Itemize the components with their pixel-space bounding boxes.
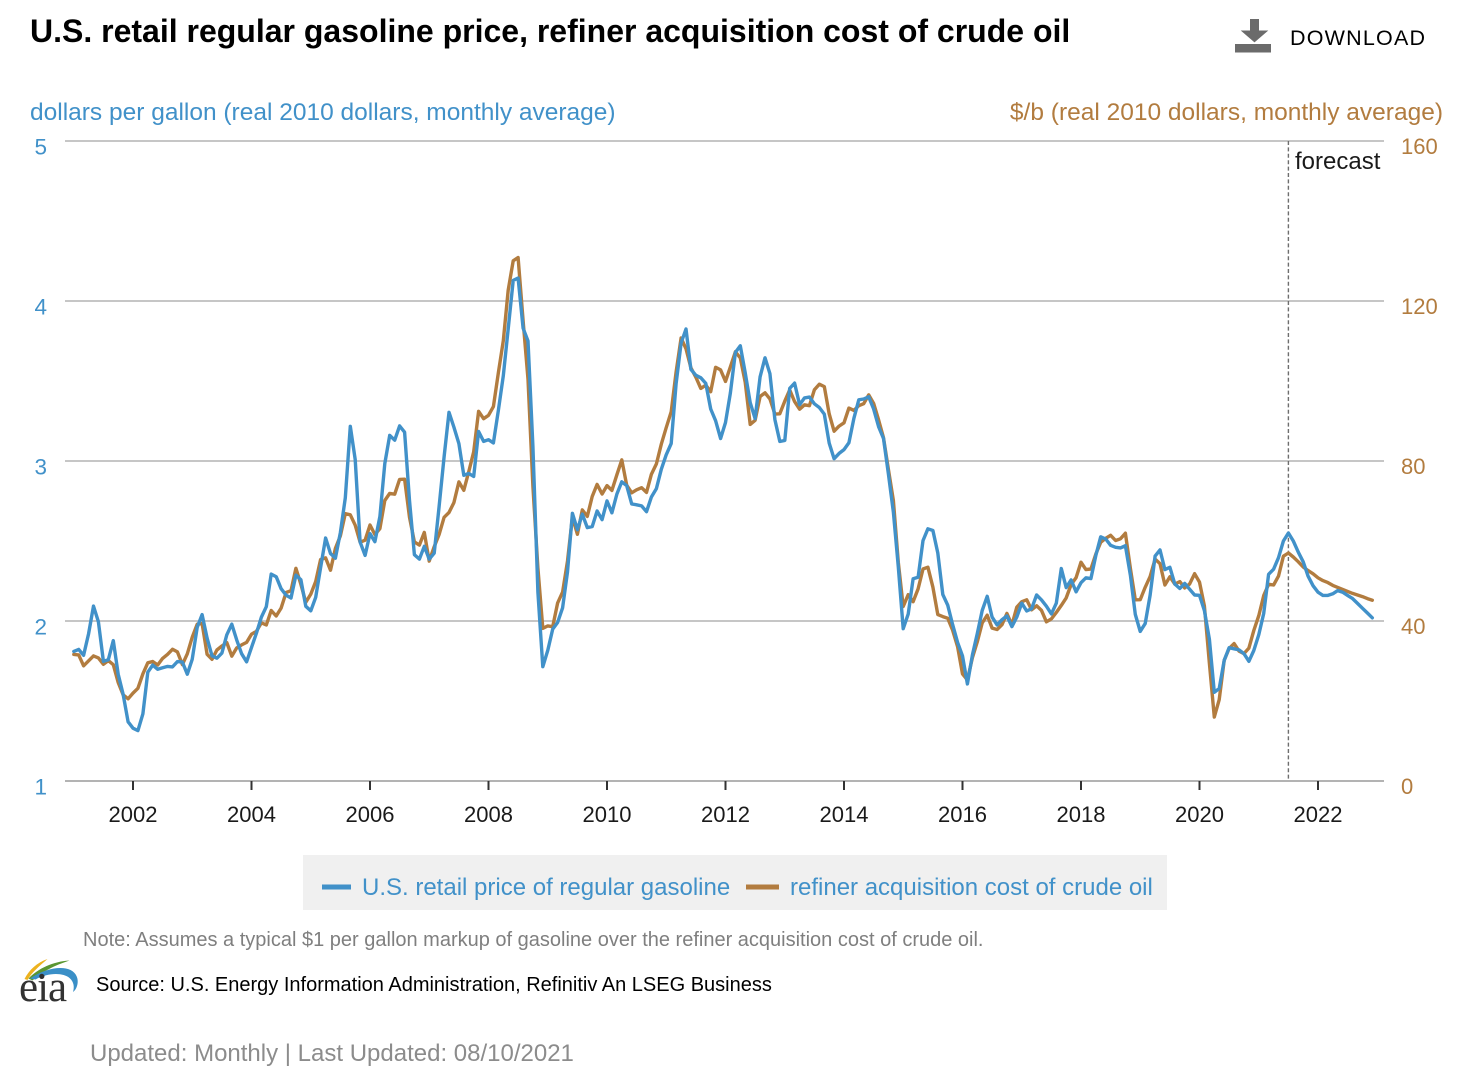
svg-text:2020: 2020 xyxy=(1175,802,1224,827)
svg-text:U.S. retail regular gasoline p: U.S. retail regular gasoline price, refi… xyxy=(30,13,1070,49)
svg-text:refiner acquisition cost of cr: refiner acquisition cost of crude oil xyxy=(790,874,1153,901)
svg-text:$/b (real 2010 dollars, monthl: $/b (real 2010 dollars, monthly average) xyxy=(1010,99,1443,126)
svg-text:dollars per gallon (real 2010: dollars per gallon (real 2010 dollars, m… xyxy=(30,99,616,126)
svg-text:4: 4 xyxy=(34,295,47,320)
svg-text:0: 0 xyxy=(1401,774,1413,799)
svg-text:DOWNLOAD: DOWNLOAD xyxy=(1290,26,1426,50)
svg-text:Source: U.S. Energy Informatio: Source: U.S. Energy Information Administ… xyxy=(96,974,772,996)
svg-text:5: 5 xyxy=(34,135,47,160)
svg-text:80: 80 xyxy=(1401,454,1425,479)
svg-text:Updated: Monthly | Last Update: Updated: Monthly | Last Updated: 08/10/2… xyxy=(90,1040,574,1067)
svg-text:2022: 2022 xyxy=(1294,802,1343,827)
svg-text:160: 160 xyxy=(1401,134,1438,159)
svg-text:2: 2 xyxy=(34,615,47,640)
svg-text:1: 1 xyxy=(34,775,47,800)
svg-text:3: 3 xyxy=(34,455,47,480)
svg-text:2012: 2012 xyxy=(701,802,750,827)
svg-text:2014: 2014 xyxy=(820,802,869,827)
svg-text:120: 120 xyxy=(1401,294,1438,319)
svg-text:2010: 2010 xyxy=(583,802,632,827)
svg-text:2008: 2008 xyxy=(464,802,513,827)
svg-text:2002: 2002 xyxy=(109,802,158,827)
svg-text:2018: 2018 xyxy=(1057,802,1106,827)
svg-text:U.S. retail price of regular g: U.S. retail price of regular gasoline xyxy=(362,874,730,901)
svg-text:2016: 2016 xyxy=(938,802,987,827)
svg-text:2004: 2004 xyxy=(227,802,276,827)
svg-text:2006: 2006 xyxy=(346,802,395,827)
svg-text:40: 40 xyxy=(1401,614,1425,639)
svg-text:forecast: forecast xyxy=(1295,148,1381,175)
svg-text:Note: Assumes a typical $1 per: Note: Assumes a typical $1 per gallon ma… xyxy=(83,929,983,951)
